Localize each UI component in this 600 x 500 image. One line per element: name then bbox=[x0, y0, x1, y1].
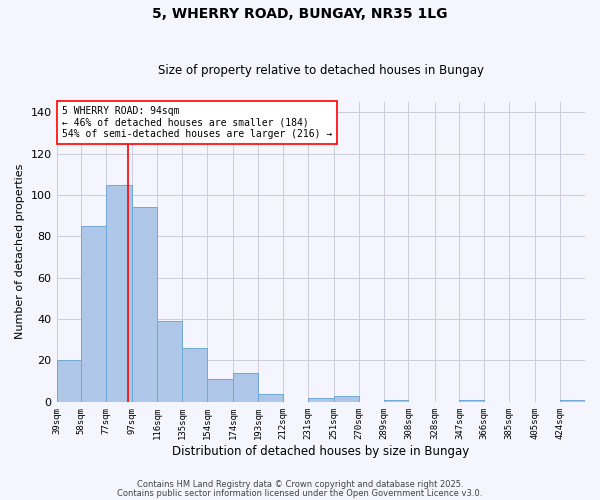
Bar bbox=[560, 400, 585, 402]
Y-axis label: Number of detached properties: Number of detached properties bbox=[15, 164, 25, 340]
Bar bbox=[157, 321, 182, 402]
Bar bbox=[207, 379, 233, 402]
Text: Contains HM Land Registry data © Crown copyright and database right 2025.: Contains HM Land Registry data © Crown c… bbox=[137, 480, 463, 489]
Bar bbox=[182, 348, 207, 402]
Bar bbox=[56, 360, 82, 402]
Bar bbox=[258, 394, 283, 402]
Text: 5, WHERRY ROAD, BUNGAY, NR35 1LG: 5, WHERRY ROAD, BUNGAY, NR35 1LG bbox=[152, 8, 448, 22]
Text: 5 WHERRY ROAD: 94sqm
← 46% of detached houses are smaller (184)
54% of semi-deta: 5 WHERRY ROAD: 94sqm ← 46% of detached h… bbox=[62, 106, 332, 140]
Bar bbox=[383, 400, 409, 402]
Bar bbox=[133, 208, 157, 402]
Text: Contains public sector information licensed under the Open Government Licence v3: Contains public sector information licen… bbox=[118, 488, 482, 498]
Bar bbox=[308, 398, 334, 402]
Title: Size of property relative to detached houses in Bungay: Size of property relative to detached ho… bbox=[158, 64, 484, 77]
X-axis label: Distribution of detached houses by size in Bungay: Distribution of detached houses by size … bbox=[172, 444, 469, 458]
Bar bbox=[82, 226, 106, 402]
Bar bbox=[334, 396, 359, 402]
Bar bbox=[460, 400, 484, 402]
Bar bbox=[106, 184, 133, 402]
Bar bbox=[233, 373, 258, 402]
